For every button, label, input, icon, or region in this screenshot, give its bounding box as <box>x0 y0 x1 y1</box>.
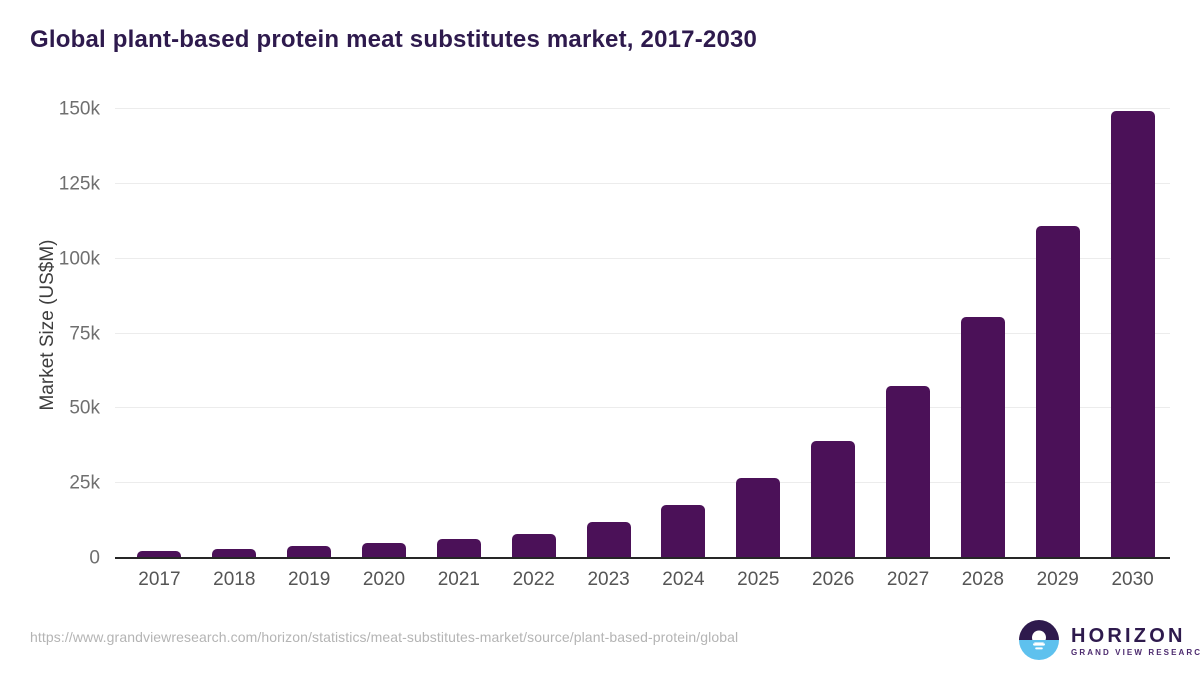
bar-2024 <box>661 505 706 558</box>
y-tick-label-75k: 75k <box>69 323 100 344</box>
bar-column-2027: 2027 <box>871 109 946 590</box>
y-tick-label-0: 0 <box>89 547 100 569</box>
y-tick-label-100k: 100k <box>58 248 100 270</box>
x-tick-label-2027: 2027 <box>886 569 930 590</box>
gridline-50k <box>115 407 1170 409</box>
plot-area: 0 25k 50k 75k 100k 125k 150k 2017 2018 2019 2020 2… <box>59 100 1170 590</box>
bars-layer: 2017 2018 2019 2020 2021 2022 2023 2024 2025 2026… <box>122 109 1170 590</box>
bar-column-2018: 2018 <box>197 109 272 590</box>
y-tick-label-150k: 150k <box>58 98 100 120</box>
bar-column-2022: 2022 <box>496 109 571 590</box>
horizon-logo-icon <box>1019 620 1059 660</box>
logo-text: HORIZON GRAND VIEW RESEARCH <box>1071 624 1200 657</box>
x-tick-label-2022: 2022 <box>512 569 555 590</box>
y-tick-label-125k: 125k <box>58 173 100 195</box>
y-tick-label-50k: 50k <box>69 397 100 419</box>
x-tick-label-2030: 2030 <box>1111 569 1154 590</box>
bar-2026 <box>811 440 856 558</box>
bar-column-2017: 2017 <box>122 109 197 590</box>
x-tick-label-2020: 2020 <box>362 569 406 590</box>
y-tick-label-25k: 25k <box>69 472 100 494</box>
x-tick-label-2018: 2018 <box>213 569 256 590</box>
x-tick-label-2026: 2026 <box>812 569 855 590</box>
bar-column-2028: 2028 <box>945 109 1020 590</box>
logo-subbrand: GRAND VIEW RESEARCH <box>1071 647 1200 657</box>
gridline-150k <box>115 108 1170 109</box>
bar-column-2021: 2021 <box>421 109 496 590</box>
bar-2029 <box>1035 226 1080 558</box>
x-tick-label-2025: 2025 <box>737 569 780 590</box>
y-axis-title: Market Size (US$M) <box>37 239 58 411</box>
x-tick-label-2029: 2029 <box>1036 569 1079 590</box>
gridline-125k <box>115 182 1170 184</box>
bar-2023 <box>586 522 631 558</box>
x-axis-line <box>115 557 1170 559</box>
horizon-logo: HORIZON GRAND VIEW RESEARCH <box>1019 620 1200 660</box>
bar-column-2019: 2019 <box>272 109 347 590</box>
bar-2021 <box>436 539 481 558</box>
bar-column-2026: 2026 <box>796 109 871 590</box>
gridline-100k <box>115 257 1170 259</box>
logo-brand: HORIZON <box>1071 624 1186 647</box>
bar-column-2020: 2020 <box>347 109 422 590</box>
x-tick-label-2017: 2017 <box>138 569 181 590</box>
x-tick-label-2024: 2024 <box>662 569 705 590</box>
bar-2027 <box>886 386 931 558</box>
bar-column-2025: 2025 <box>721 109 796 590</box>
bar-2020 <box>362 543 406 558</box>
x-tick-label-2028: 2028 <box>961 569 1005 590</box>
gridline-75k <box>115 332 1170 334</box>
bar-column-2024: 2024 <box>646 109 721 590</box>
bar-2022 <box>511 533 556 558</box>
bar-column-2030: 2030 <box>1095 109 1170 590</box>
bar-2028 <box>960 317 1005 558</box>
source-url: https://www.grandviewresearch.com/horizo… <box>30 629 739 645</box>
x-tick-label-2021: 2021 <box>437 569 480 590</box>
chart-title: Global plant-based protein meat substitu… <box>30 26 758 53</box>
bar-2017 <box>137 551 182 558</box>
bar-2030 <box>1110 111 1155 558</box>
bar-2019 <box>287 545 332 558</box>
x-tick-label-2023: 2023 <box>587 569 630 590</box>
bar-column-2023: 2023 <box>571 109 646 590</box>
bar-2018 <box>212 548 257 558</box>
gridline-25k <box>115 482 1170 484</box>
bar-2025 <box>736 478 781 558</box>
x-tick-label-2019: 2019 <box>288 569 331 590</box>
bar-column-2029: 2029 <box>1020 109 1095 590</box>
